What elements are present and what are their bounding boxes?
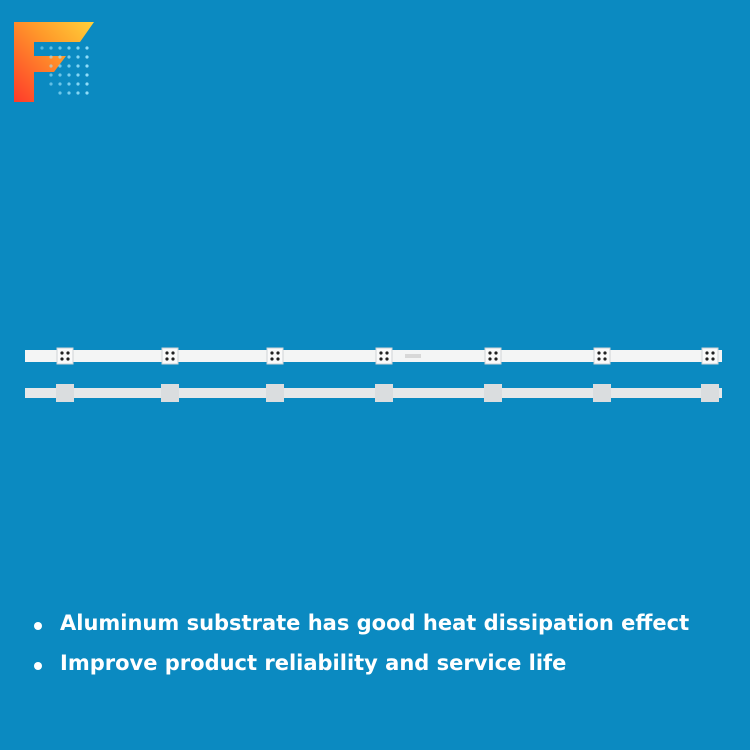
bullet-text: Aluminum substrate has good heat dissipa… [60, 611, 690, 635]
led-lens [375, 347, 393, 365]
led-pin [276, 351, 280, 355]
logo-dot [40, 46, 44, 50]
led-pin [379, 357, 383, 361]
led-pin [705, 351, 709, 355]
logo-dot [58, 46, 62, 50]
logo-dot [49, 46, 53, 50]
led-lens [701, 347, 719, 365]
logo-dot [85, 55, 89, 59]
led-strips [25, 347, 722, 402]
logo-dot [85, 82, 89, 86]
led-pad [56, 384, 74, 402]
logo-dot [67, 91, 71, 95]
led-pin [385, 351, 389, 355]
logo-dot [58, 55, 62, 59]
logo-dot [85, 73, 89, 77]
led-pin [488, 357, 492, 361]
led-pin [603, 351, 607, 355]
logo-dot [67, 46, 71, 50]
led-pin [165, 351, 169, 355]
logo-dot [85, 46, 89, 50]
logo-dot [49, 64, 53, 68]
logo [14, 22, 94, 102]
led-pad [484, 384, 502, 402]
logo-dot [67, 73, 71, 77]
strip-bottom [25, 388, 722, 398]
led-pin [379, 351, 383, 355]
led-pin [603, 357, 607, 361]
led-lens [593, 347, 611, 365]
led-pin [385, 357, 389, 361]
logo-dot [76, 55, 80, 59]
bullet-text: Improve product reliability and service … [60, 651, 567, 675]
led-pad [375, 384, 393, 402]
led-pin [705, 357, 709, 361]
logo-dot [67, 64, 71, 68]
logo-dot [49, 73, 53, 77]
logo-dot [76, 73, 80, 77]
led-pin [276, 357, 280, 361]
strip-top [25, 350, 722, 362]
logo-dot [67, 55, 71, 59]
led-pad [593, 384, 611, 402]
logo-dot [58, 73, 62, 77]
led-pin [66, 351, 70, 355]
logo-dot [76, 46, 80, 50]
led-pin [494, 357, 498, 361]
bullet-dot [34, 662, 42, 670]
logo-dot [85, 91, 89, 95]
led-pin [488, 351, 492, 355]
logo-dot [49, 82, 53, 86]
led-pin [597, 357, 601, 361]
led-pin [711, 357, 715, 361]
logo-dot [85, 64, 89, 68]
logo-dot [58, 64, 62, 68]
led-pin [60, 357, 64, 361]
logo-dot [49, 55, 53, 59]
led-lens [56, 347, 74, 365]
led-pad [266, 384, 284, 402]
led-pad [161, 384, 179, 402]
led-pin [711, 351, 715, 355]
logo-dot [76, 82, 80, 86]
led-pin [60, 351, 64, 355]
led-pin [66, 357, 70, 361]
led-pin [270, 357, 274, 361]
led-lens [161, 347, 179, 365]
led-pin [171, 351, 175, 355]
led-pad [701, 384, 719, 402]
logo-dot [67, 82, 71, 86]
bullet-dot [34, 622, 42, 630]
led-pin [597, 351, 601, 355]
logo-dot [76, 91, 80, 95]
led-lens [266, 347, 284, 365]
led-pin [171, 357, 175, 361]
logo-dot [76, 64, 80, 68]
led-lens [484, 347, 502, 365]
logo-dot [58, 91, 62, 95]
led-pin [165, 357, 169, 361]
led-pin [270, 351, 274, 355]
logo-dot [58, 82, 62, 86]
led-pin [494, 351, 498, 355]
